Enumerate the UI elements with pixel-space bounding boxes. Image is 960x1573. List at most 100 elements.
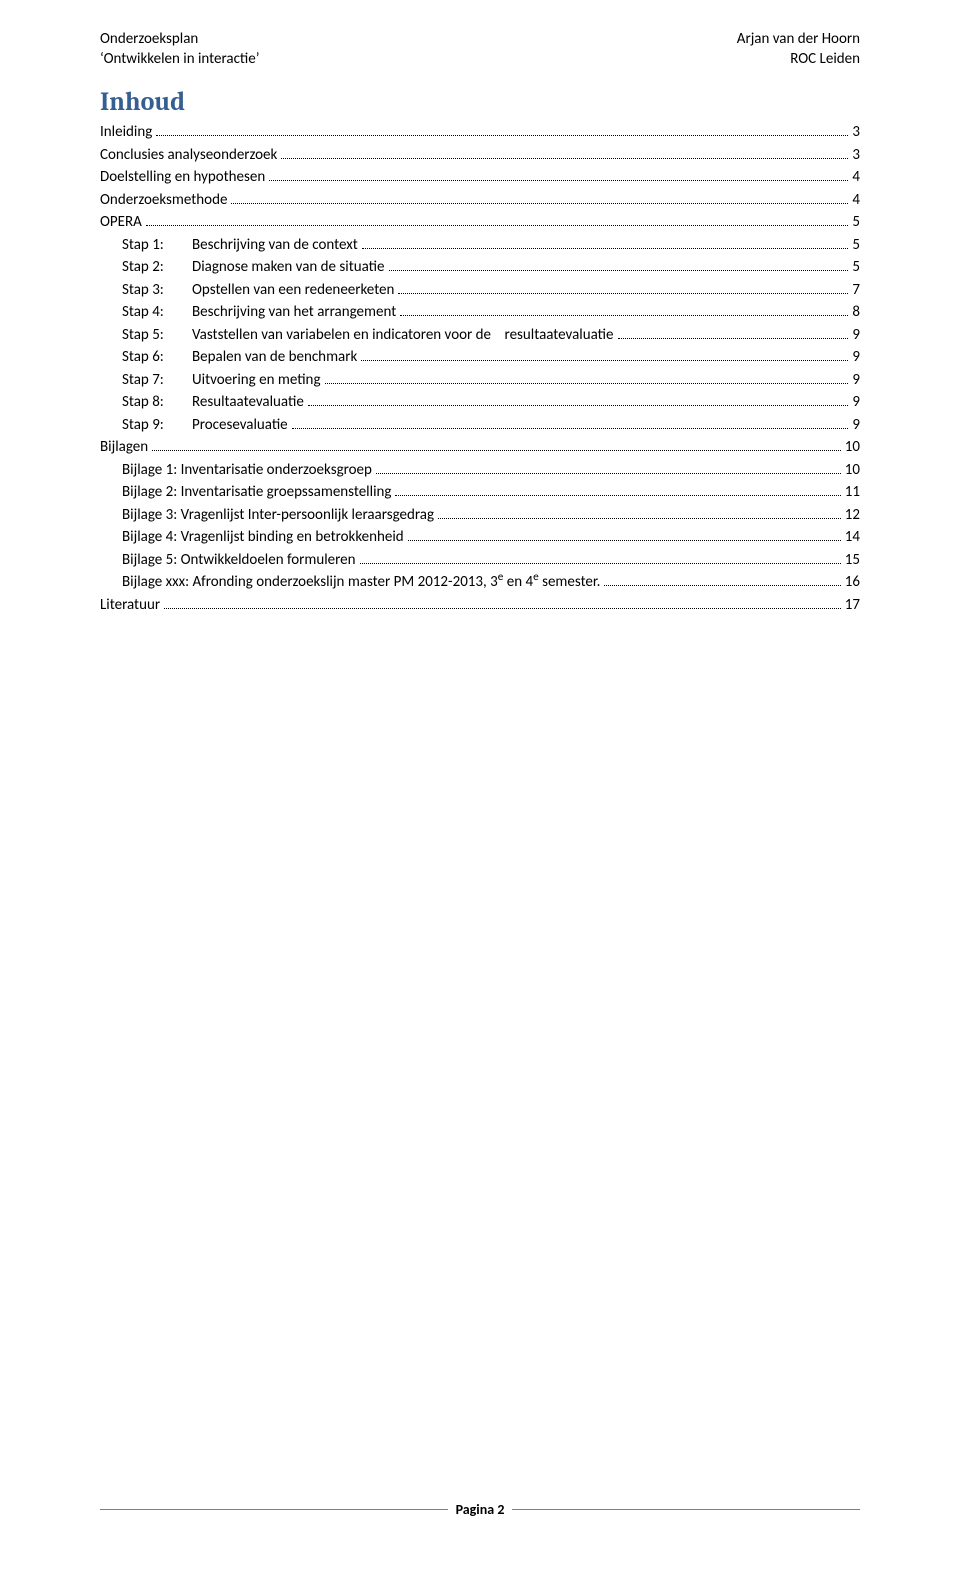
toc-entry-title: Conclusies analyseonderzoek [100, 144, 277, 167]
toc-entry-title: Bepalen van de benchmark [192, 346, 357, 369]
toc-entry-page: 9 [852, 324, 860, 347]
toc-entry[interactable]: Stap 8:Resultaatevaluatie9 [100, 391, 860, 414]
toc-leader-dots [292, 428, 849, 429]
header-left-line1: Onderzoeksplan [100, 30, 260, 50]
toc-leader-dots [164, 608, 841, 609]
toc-entry-page: 17 [845, 594, 860, 617]
toc-entry-page: 10 [845, 436, 860, 459]
toc-leader-dots [362, 248, 849, 249]
toc-entry[interactable]: Inleiding 3 [100, 121, 860, 144]
header-right-line1: Arjan van der Hoorn [737, 30, 860, 50]
toc-entry-page: 14 [845, 526, 860, 549]
toc-entry-title: Uitvoering en meting [192, 369, 321, 392]
toc-entry-label: Stap 4: [122, 301, 192, 324]
toc-entry[interactable]: Onderzoeksmethode 4 [100, 189, 860, 212]
toc-entry-page: 11 [845, 481, 860, 504]
toc-entry[interactable]: Stap 5:Vaststellen van variabelen en ind… [100, 324, 860, 347]
toc-entry-page: 9 [852, 346, 860, 369]
toc-leader-dots [269, 180, 848, 181]
toc-entry-title: Bijlagen [100, 436, 148, 459]
toc-leader-dots [618, 338, 849, 339]
toc-leader-dots [146, 225, 849, 226]
toc-entry-label: Stap 5: [122, 324, 192, 347]
header-right-line2: ROC Leiden [737, 50, 860, 70]
toc-leader-dots [361, 360, 848, 361]
toc-entry[interactable]: Doelstelling en hypothesen 4 [100, 166, 860, 189]
toc-leader-dots [360, 563, 841, 564]
toc-entry-title: Doelstelling en hypothesen [100, 166, 265, 189]
toc-entry-page: 12 [845, 504, 860, 527]
toc-entry-title: Bijlage 2: Inventarisatie groepssamenste… [122, 481, 391, 504]
toc-entry[interactable]: Bijlage 3: Vragenlijst Inter-persoonlijk… [100, 504, 860, 527]
header-right: Arjan van der Hoorn ROC Leiden [737, 30, 860, 69]
page-footer: Pagina 2 [100, 1501, 860, 1518]
toc-entry-title: Resultaatevaluatie [192, 391, 304, 414]
toc-entry-page: 5 [852, 211, 860, 234]
toc-entry[interactable]: Stap 1:Beschrijving van de context5 [100, 234, 860, 257]
toc-entry-title: Vaststellen van variabelen en indicatore… [192, 324, 614, 347]
toc-leader-dots [438, 518, 841, 519]
toc-entry-title: Onderzoeksmethode [100, 189, 227, 212]
toc-entry-title: Beschrijving van de context [192, 234, 358, 257]
document-page: Onderzoeksplan Ontwikkelen in interactie… [0, 0, 960, 1573]
toc-leader-dots [156, 135, 848, 136]
toc-entry-page: 9 [852, 369, 860, 392]
toc-entry[interactable]: Bijlage xxx: Afronding onderzoekslijn ma… [100, 571, 860, 594]
toc-entry-title: Bijlage xxx: Afronding onderzoekslijn ma… [122, 571, 600, 594]
toc-leader-dots [400, 315, 848, 316]
toc-entry[interactable]: Bijlage 4: Vragenlijst binding en betrok… [100, 526, 860, 549]
toc-leader-dots [376, 473, 841, 474]
toc-entry-title: Bijlage 5: Ontwikkeldoelen formuleren [122, 549, 356, 572]
toc-entry[interactable]: Stap 3:Opstellen van een redeneerketen 7 [100, 279, 860, 302]
toc-entry-title: Procesevaluatie [192, 414, 288, 437]
toc-leader-dots [152, 450, 841, 451]
toc-leader-dots [231, 203, 848, 204]
footer-page-number: Pagina 2 [448, 1501, 513, 1518]
toc-entry-page: 16 [845, 571, 860, 594]
toc-entry-label: Stap 6: [122, 346, 192, 369]
toc-entry-title: Inleiding [100, 121, 152, 144]
toc-entry[interactable]: Bijlage 1: Inventarisatie onderzoeksgroe… [100, 459, 860, 482]
toc-leader-dots [398, 293, 848, 294]
header-left-line2: Ontwikkelen in interactie [100, 50, 260, 70]
toc-entry-title: Diagnose maken van de situatie [192, 256, 385, 279]
toc-entry-page: 9 [852, 391, 860, 414]
toc-entry[interactable]: Stap 7:Uitvoering en meting 9 [100, 369, 860, 392]
toc-entry-label: Stap 7: [122, 369, 192, 392]
toc-entry[interactable]: Literatuur17 [100, 594, 860, 617]
toc-leader-dots [389, 270, 849, 271]
toc-entry[interactable]: Bijlage 5: Ontwikkeldoelen formuleren15 [100, 549, 860, 572]
toc-entry-label: Stap 3: [122, 279, 192, 302]
toc-entry-page: 9 [852, 414, 860, 437]
toc-entry[interactable]: Bijlagen 10 [100, 436, 860, 459]
toc-entry[interactable]: Stap 2:Diagnose maken van de situatie 5 [100, 256, 860, 279]
page-title: Inhoud [100, 87, 860, 117]
header-left: Onderzoeksplan Ontwikkelen in interactie [100, 30, 260, 69]
toc-entry-title: Opstellen van een redeneerketen [192, 279, 394, 302]
toc-leader-dots [408, 540, 841, 541]
page-header: Onderzoeksplan Ontwikkelen in interactie… [100, 30, 860, 69]
toc-leader-dots [395, 495, 840, 496]
toc-entry-title: Bijlage 4: Vragenlijst binding en betrok… [122, 526, 404, 549]
toc-entry-label: Stap 2: [122, 256, 192, 279]
toc-leader-dots [325, 383, 849, 384]
toc-entry-page: 3 [852, 144, 860, 167]
toc-entry-page: 4 [852, 189, 860, 212]
toc-entry[interactable]: Stap 6:Bepalen van de benchmark 9 [100, 346, 860, 369]
toc-entry-page: 3 [852, 121, 860, 144]
toc-entry-page: 7 [852, 279, 860, 302]
footer-line-left [100, 1509, 448, 1510]
toc-entry-page: 4 [852, 166, 860, 189]
toc-entry[interactable]: Conclusies analyseonderzoek 3 [100, 144, 860, 167]
toc-entry-page: 10 [845, 459, 860, 482]
toc-entry[interactable]: Stap 4:Beschrijving van het arrangement8 [100, 301, 860, 324]
toc-entry[interactable]: Stap 9:Procesevaluatie9 [100, 414, 860, 437]
footer-line-right [512, 1509, 860, 1510]
toc-entry[interactable]: OPERA5 [100, 211, 860, 234]
toc-entry-title: Bijlage 1: Inventarisatie onderzoeksgroe… [122, 459, 372, 482]
table-of-contents: Inleiding3Conclusies analyseonderzoek3Do… [100, 121, 860, 616]
toc-leader-dots [308, 405, 849, 406]
toc-entry[interactable]: Bijlage 2: Inventarisatie groepssamenste… [100, 481, 860, 504]
toc-entry-page: 5 [852, 256, 860, 279]
toc-entry-title: Bijlage 3: Vragenlijst Inter-persoonlijk… [122, 504, 434, 527]
